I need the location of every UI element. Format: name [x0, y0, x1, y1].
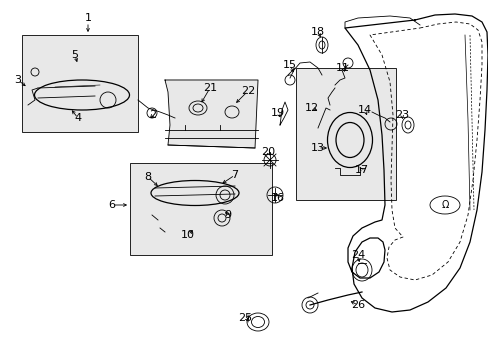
- Text: 10: 10: [181, 230, 195, 240]
- Text: 25: 25: [238, 313, 251, 323]
- Text: 17: 17: [354, 165, 368, 175]
- Text: 13: 13: [310, 143, 325, 153]
- Text: 11: 11: [335, 63, 349, 73]
- Text: 12: 12: [305, 103, 318, 113]
- Text: 3: 3: [15, 75, 21, 85]
- Text: 26: 26: [350, 300, 365, 310]
- Text: 24: 24: [350, 250, 365, 260]
- Text: 1: 1: [84, 13, 91, 23]
- Text: 4: 4: [74, 113, 81, 123]
- Text: Ω: Ω: [440, 200, 448, 210]
- Bar: [22, 35, 138, 132]
- Text: 19: 19: [270, 108, 285, 118]
- Text: 15: 15: [283, 60, 296, 70]
- Bar: [130, 163, 271, 255]
- Text: 16: 16: [270, 193, 285, 203]
- Polygon shape: [164, 80, 258, 148]
- Text: 5: 5: [71, 50, 79, 60]
- Text: 8: 8: [144, 172, 151, 182]
- Text: 9: 9: [224, 210, 231, 220]
- Text: 21: 21: [203, 83, 217, 93]
- Text: 20: 20: [261, 147, 274, 157]
- Text: 18: 18: [310, 27, 325, 37]
- Bar: [295, 68, 395, 200]
- Text: 2: 2: [149, 110, 156, 120]
- Text: 6: 6: [108, 200, 115, 210]
- Text: 7: 7: [231, 170, 238, 180]
- Text: 14: 14: [357, 105, 371, 115]
- Text: 23: 23: [394, 110, 408, 120]
- Text: 22: 22: [241, 86, 255, 96]
